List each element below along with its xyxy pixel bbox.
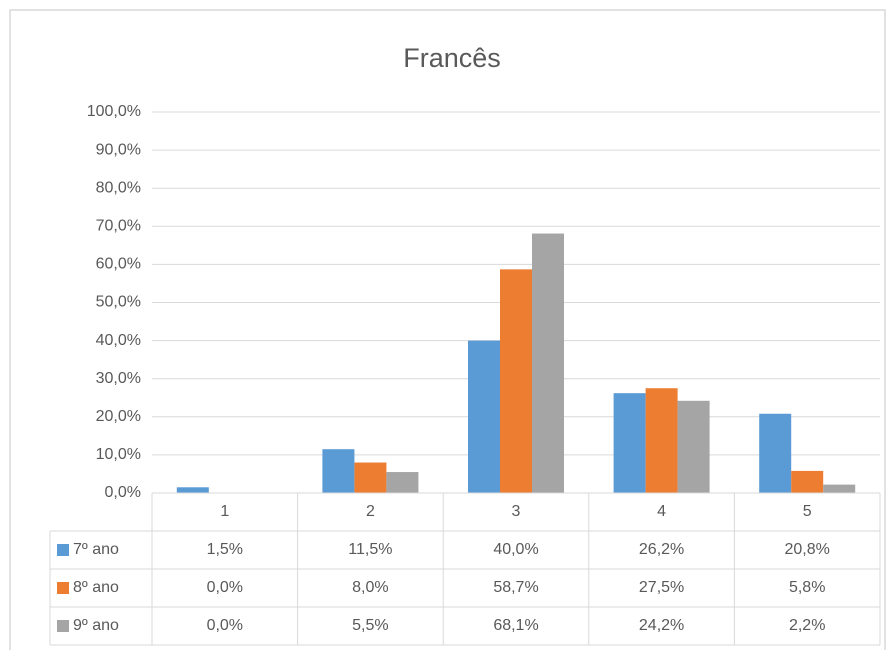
legend-label: 9º ano bbox=[73, 617, 119, 634]
x-tick-label: 1 bbox=[220, 503, 229, 520]
y-tick-label: 40,0% bbox=[96, 332, 141, 349]
legend-key bbox=[57, 582, 69, 594]
x-tick-label: 4 bbox=[657, 503, 666, 520]
data-table-cell: 0,0% bbox=[207, 617, 243, 634]
bar bbox=[500, 269, 532, 493]
data-table-cell: 2,2% bbox=[789, 617, 825, 634]
y-tick-label: 20,0% bbox=[96, 408, 141, 425]
data-table-cell: 1,5% bbox=[207, 541, 243, 558]
data-table-cell: 27,5% bbox=[639, 579, 684, 596]
bar bbox=[176, 487, 209, 493]
data-table-cell: 40,0% bbox=[493, 541, 538, 558]
data-table-cell: 0,0% bbox=[207, 579, 243, 596]
y-tick-label: 60,0% bbox=[96, 256, 141, 273]
y-tick-label: 70,0% bbox=[96, 218, 141, 235]
x-tick-label: 2 bbox=[366, 503, 375, 520]
chart-title: Francês bbox=[403, 43, 501, 73]
bar bbox=[468, 340, 500, 493]
bar bbox=[613, 393, 646, 493]
legend-label: 8º ano bbox=[73, 579, 119, 596]
bar bbox=[354, 462, 387, 493]
bar bbox=[823, 484, 856, 493]
y-tick-label: 0,0% bbox=[105, 484, 141, 501]
y-tick-label: 100,0% bbox=[87, 103, 141, 120]
y-tick-label: 80,0% bbox=[96, 179, 141, 196]
bar bbox=[759, 413, 792, 493]
bar bbox=[386, 472, 419, 493]
data-table-cell: 20,8% bbox=[785, 541, 830, 558]
data-table-cell: 68,1% bbox=[493, 617, 538, 634]
data-table-cell: 8,0% bbox=[352, 579, 388, 596]
y-tick-label: 90,0% bbox=[96, 141, 141, 158]
x-tick-label: 5 bbox=[803, 503, 812, 520]
bar bbox=[677, 400, 710, 493]
legend-label: 7º ano bbox=[73, 541, 119, 558]
legend-key bbox=[57, 544, 69, 556]
bar bbox=[532, 233, 564, 493]
data-table-cell: 5,5% bbox=[352, 617, 388, 634]
bar bbox=[645, 388, 678, 493]
bar bbox=[322, 449, 355, 493]
x-tick-label: 3 bbox=[512, 503, 521, 520]
y-tick-label: 30,0% bbox=[96, 370, 141, 387]
legend-key bbox=[57, 620, 69, 632]
data-table-cell: 24,2% bbox=[639, 617, 684, 634]
data-table-cell: 58,7% bbox=[493, 579, 538, 596]
chart-frame bbox=[9, 9, 886, 650]
data-table-cell: 11,5% bbox=[348, 541, 392, 558]
y-tick-label: 10,0% bbox=[96, 446, 141, 463]
bar bbox=[791, 470, 824, 493]
data-table-cell: 26,2% bbox=[639, 541, 684, 558]
data-table-cell: 5,8% bbox=[789, 579, 825, 596]
y-tick-label: 50,0% bbox=[96, 294, 141, 311]
